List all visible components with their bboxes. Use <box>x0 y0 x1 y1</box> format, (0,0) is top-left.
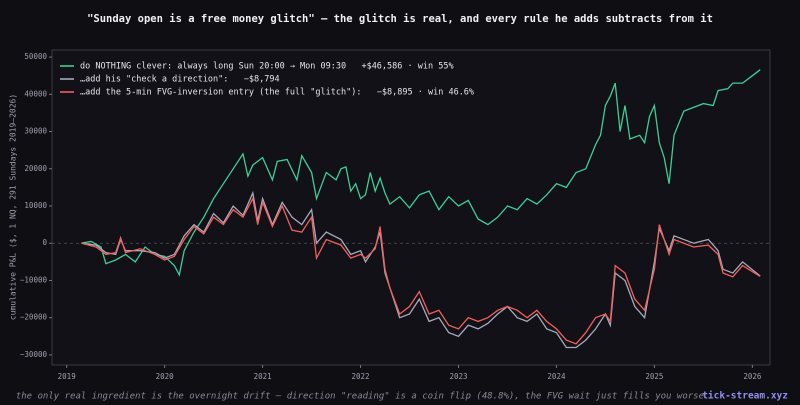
legend-label: do NOTHING clever: always long Sun 20:00… <box>80 62 454 72</box>
x-tick-label: 2023 <box>449 372 467 381</box>
y-axis-label: cumulative P&L ($, 1 NQ, 291 Sundays 201… <box>9 94 18 320</box>
y-tick-label: 0 <box>42 238 47 247</box>
y-tick-label: 30000 <box>24 127 47 136</box>
caption: the only real ingredient is the overnigh… <box>16 392 704 402</box>
x-tick-label: 2022 <box>352 372 370 381</box>
y-tick-label: −30000 <box>20 350 48 359</box>
x-tick-label: 2021 <box>254 372 272 381</box>
series-line <box>81 196 761 345</box>
series-line <box>81 190 761 349</box>
x-tick-label: 2020 <box>156 372 175 381</box>
y-tick-label: 50000 <box>24 52 47 61</box>
legend-label: …add the 5-min FVG-inversion entry (the … <box>80 88 474 98</box>
x-tick-label: 2024 <box>547 372 566 381</box>
y-tick-label: −20000 <box>20 313 48 322</box>
legend-label: …add his "check a direction": −$8,794 <box>80 75 280 85</box>
x-tick-label: 2025 <box>645 372 663 381</box>
x-tick-label: 2026 <box>743 372 762 381</box>
series-line <box>81 69 761 277</box>
brand: tick-stream.xyz <box>702 391 788 402</box>
chart-title: "Sunday open is a free money glitch" — t… <box>87 13 713 25</box>
x-tick-label: 2019 <box>58 372 76 381</box>
y-tick-label: −10000 <box>20 275 48 284</box>
y-tick-label: 40000 <box>24 89 47 98</box>
y-tick-label: 10000 <box>24 201 47 210</box>
y-tick-label: 20000 <box>24 164 47 173</box>
